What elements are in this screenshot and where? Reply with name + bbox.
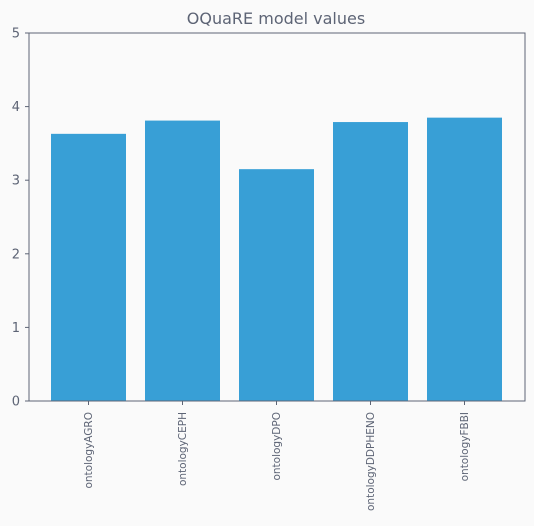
y-tick-label: 1	[12, 321, 20, 336]
bars-layer	[51, 117, 502, 402]
y-tick-label: 4	[12, 100, 20, 115]
y-tick-label: 0	[12, 395, 20, 410]
bar-ontologyCEPH	[145, 120, 220, 402]
x-tick-label: ontologyDDPHENO	[365, 412, 377, 511]
bar-ontologyFBBI	[427, 117, 502, 401]
y-tick-label: 2	[12, 247, 20, 262]
bar-ontologyDPO	[239, 169, 314, 401]
y-tick-label: 3	[12, 174, 20, 189]
chart-title: OQuaRE model values	[187, 9, 365, 28]
x-tick-label: ontologyCEPH	[177, 412, 189, 486]
x-axis: ontologyAGRO ontologyCEPH ontologyDPO ontol…	[83, 401, 471, 511]
bar-ontologyAGRO	[51, 133, 126, 401]
y-axis: 0 1 2 3 4 5	[12, 27, 29, 410]
y-tick-label: 5	[12, 27, 20, 42]
x-tick-label: ontologyFBBI	[459, 412, 471, 481]
x-tick-label: ontologyDPO	[271, 412, 283, 481]
x-tick-label: ontologyAGRO	[83, 412, 95, 489]
bar-ontologyDDPHENO	[333, 122, 408, 401]
